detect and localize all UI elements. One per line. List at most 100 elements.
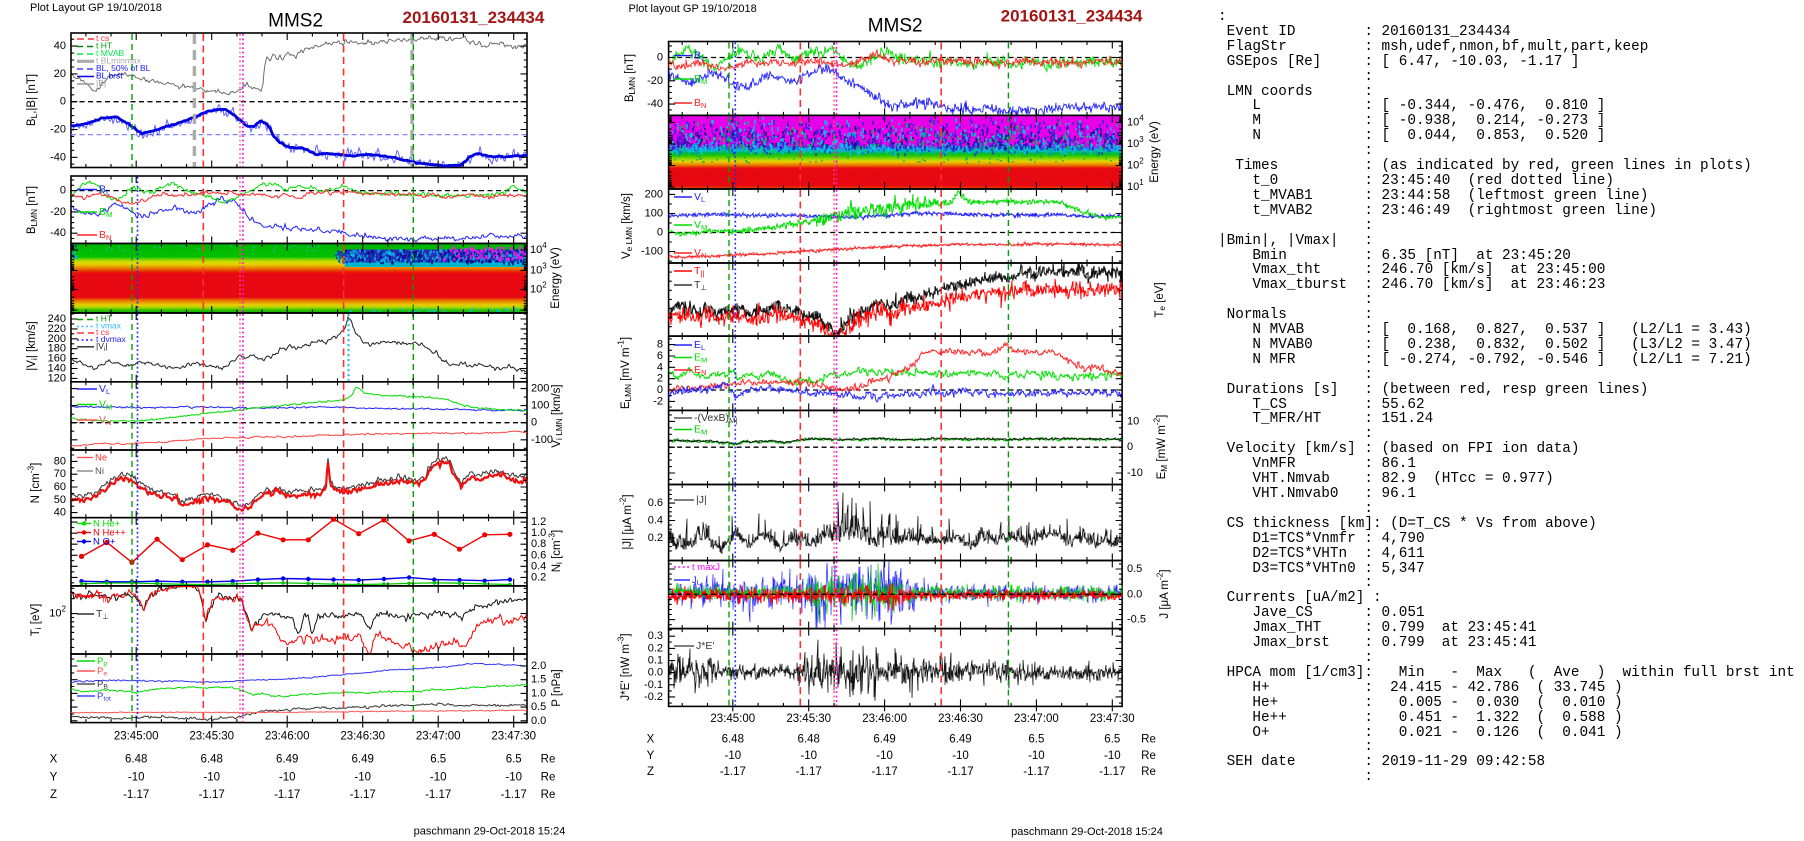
svg-text:Re: Re [1141, 750, 1156, 762]
svg-text:-20: -20 [50, 123, 66, 135]
svg-text:-0.2: -0.2 [644, 691, 663, 703]
svg-text:Te​ [eV]: Te​ [eV] [1154, 282, 1167, 317]
svg-text:BM​: BM​ [99, 206, 112, 219]
svg-text:J*E': J*E' [696, 640, 714, 652]
svg-text:VN​: VN​ [694, 247, 707, 260]
svg-text:EM​ [mW m-2​]: EM​ [mW m-2​] [1152, 415, 1170, 480]
svg-text:-10: -10 [203, 772, 220, 784]
svg-text:T||​: T||​ [694, 265, 704, 278]
svg-text:-1.17: -1.17 [871, 766, 897, 778]
svg-text:4: 4 [657, 361, 663, 373]
svg-text:t maxJ: t maxJ [692, 562, 720, 573]
svg-text:t HT: t HT [96, 314, 112, 324]
svg-text:VM​: VM​ [694, 219, 707, 232]
svg-text:-0.1: -0.1 [644, 679, 663, 691]
svg-text:Energy (eV): Energy (eV) [1149, 121, 1161, 183]
svg-text:6: 6 [657, 350, 663, 362]
svg-text:23:47:30: 23:47:30 [491, 731, 536, 743]
svg-text:|J| [μA m-2​]: |J| [μA m-2​] [618, 494, 634, 549]
svg-text:VN​: VN​ [99, 414, 112, 427]
svg-text:103: 103 [530, 262, 547, 277]
svg-text:23:47:00: 23:47:00 [1014, 713, 1059, 725]
svg-text:Y: Y [647, 750, 655, 762]
svg-text:-10: -10 [279, 772, 296, 784]
svg-text:paschmann 29-Oct-2018 15:24: paschmann 29-Oct-2018 15:24 [1011, 826, 1163, 838]
svg-text:23:47:00: 23:47:00 [416, 731, 461, 743]
svg-text:T⊥​: T⊥​ [694, 279, 707, 292]
svg-text:t MVAB: t MVAB [96, 48, 125, 58]
svg-text:JL​: JL​ [692, 575, 701, 587]
svg-text:VL​: VL​ [694, 191, 705, 204]
svg-text:0.8: 0.8 [531, 538, 546, 550]
svg-text:paschmann 29-Oct-2018 15:24: paschmann 29-Oct-2018 15:24 [414, 825, 566, 837]
svg-text:20160131_234434: 20160131_234434 [402, 8, 544, 27]
svg-text:-(VexB)M|​: -(VexB)M|​ [694, 412, 737, 425]
svg-text:-10: -10 [876, 750, 893, 762]
svg-text:t HT: t HT [96, 41, 112, 51]
svg-text:X: X [647, 733, 655, 745]
svg-text:0.6: 0.6 [648, 497, 663, 509]
svg-text:0.0: 0.0 [648, 667, 663, 679]
svg-text:|Vi​| [km/s]: |Vi​| [km/s] [26, 321, 39, 370]
svg-text:40: 40 [54, 40, 66, 52]
svg-text:103: 103 [1127, 135, 1144, 150]
svg-text:23:45:30: 23:45:30 [189, 731, 234, 743]
svg-text:0.0: 0.0 [1127, 588, 1142, 600]
svg-text:23:45:00: 23:45:00 [114, 731, 159, 743]
svg-text:BL brst: BL brst [96, 71, 123, 81]
svg-text:6.49: 6.49 [352, 754, 374, 766]
svg-text:-100: -100 [531, 434, 553, 446]
svg-text:1.0: 1.0 [531, 687, 546, 699]
svg-text:J [μA m-2​]: J [μA m-2​] [1155, 569, 1171, 618]
svg-text:0.2: 0.2 [531, 571, 546, 583]
svg-text:BL​,|B| [nT]: BL​,|B| [nT] [26, 74, 39, 126]
svg-text:6.48: 6.48 [201, 754, 223, 766]
svg-text:0: 0 [60, 185, 66, 197]
svg-text:120: 120 [48, 372, 66, 384]
svg-text:Ptot​: Ptot​ [97, 691, 111, 703]
svg-text:-10: -10 [1127, 467, 1143, 479]
svg-text:BL​: BL​ [694, 49, 705, 62]
svg-text:23:46:30: 23:46:30 [340, 731, 385, 743]
svg-text:10: 10 [1127, 415, 1139, 427]
svg-text:70: 70 [54, 468, 66, 480]
svg-text:Ve LMN​ [km/s]: Ve LMN​ [km/s] [621, 193, 634, 259]
svg-text:JM​: JM​ [692, 585, 703, 597]
svg-text:6.5: 6.5 [1104, 733, 1120, 745]
svg-text:Plot Layout GP 19/10/2018: Plot Layout GP 19/10/2018 [30, 2, 162, 14]
svg-text:-2: -2 [653, 395, 663, 407]
svg-text:0: 0 [60, 96, 66, 108]
svg-text:-100: -100 [641, 246, 663, 258]
svg-text:6.5: 6.5 [1028, 733, 1044, 745]
svg-text:102: 102 [49, 605, 66, 620]
svg-text:6.49: 6.49 [276, 754, 298, 766]
svg-text:BM​: BM​ [694, 73, 707, 86]
svg-text:101: 101 [1127, 178, 1144, 193]
svg-text:-1.17: -1.17 [796, 766, 822, 778]
svg-text:EM​: EM​ [694, 351, 707, 364]
svg-text:0.5: 0.5 [531, 701, 546, 713]
svg-text:t dvmax: t dvmax [96, 334, 127, 344]
svg-text:6.48: 6.48 [125, 754, 147, 766]
svg-text:-10: -10 [128, 772, 145, 784]
svg-text:60: 60 [54, 481, 66, 493]
svg-text:-10: -10 [952, 750, 969, 762]
svg-text:0.6: 0.6 [531, 549, 546, 561]
svg-text:0.3: 0.3 [648, 630, 663, 642]
svg-text:-20: -20 [647, 75, 663, 87]
svg-text:BLMN​ [nT]: BLMN​ [nT] [26, 186, 39, 234]
svg-text:1.0: 1.0 [531, 527, 546, 539]
svg-text:-10: -10 [430, 772, 447, 784]
svg-text:Z: Z [647, 766, 654, 778]
svg-text:-20: -20 [50, 206, 66, 218]
svg-text:N He+: N He+ [93, 518, 121, 529]
svg-text:Z: Z [50, 789, 57, 801]
svg-text:1.2: 1.2 [531, 516, 546, 528]
svg-text:-10: -10 [800, 750, 817, 762]
svg-text:VM​: VM​ [99, 398, 112, 411]
svg-text:200: 200 [645, 188, 663, 200]
svg-text:Re: Re [541, 754, 556, 766]
svg-text:160: 160 [48, 353, 66, 365]
svg-text:104: 104 [530, 241, 547, 256]
svg-text:Re: Re [541, 772, 556, 784]
